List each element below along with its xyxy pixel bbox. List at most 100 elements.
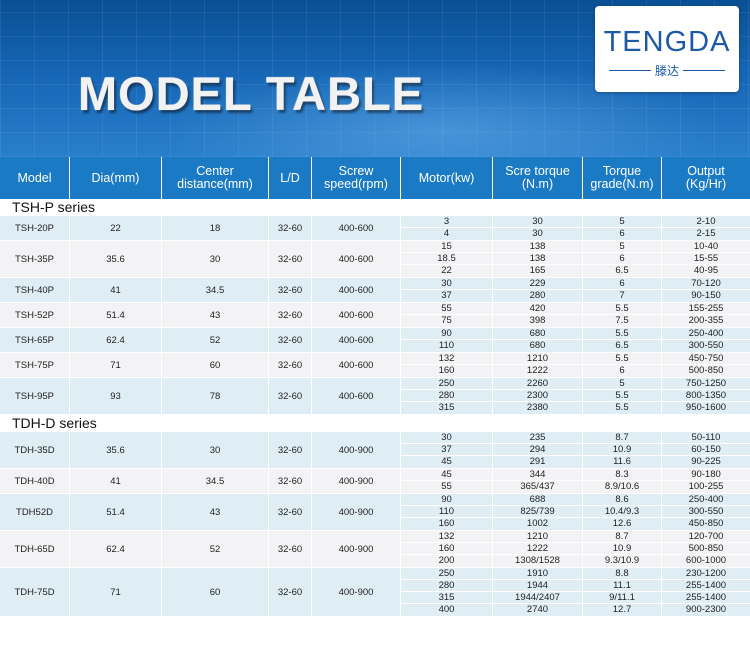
cell-output: 230-1200 bbox=[662, 568, 750, 580]
cell-motor-group: 30 37 bbox=[401, 278, 493, 302]
cell-torque: 365/437 bbox=[520, 481, 555, 492]
cell-output: 155-255 bbox=[662, 303, 750, 315]
column-header-line: (Kg/Hr) bbox=[685, 177, 727, 191]
cell-output: 120-700 bbox=[662, 531, 750, 543]
cell-torque: 344 bbox=[493, 469, 582, 481]
cell-grade: 6.5 bbox=[615, 340, 629, 351]
cell-center: 30 bbox=[162, 432, 269, 468]
cell-output-group: 120-700 500-850 600-1000 bbox=[662, 531, 750, 567]
cell-dia: 62.4 bbox=[70, 328, 162, 352]
cell-output: 50-110 bbox=[662, 432, 750, 444]
cell-grade: 6 bbox=[619, 228, 625, 239]
cell-model: TSH-35P bbox=[0, 241, 70, 277]
cell-grade: 8.3 bbox=[583, 469, 661, 481]
cell-output-group: 2-10 2-15 bbox=[662, 216, 750, 240]
cell-motor-group: 250 280 315 400 bbox=[401, 568, 493, 616]
cell-center: 60 bbox=[162, 568, 269, 616]
cell-torque: 680 bbox=[529, 340, 546, 351]
cell-ld: 32-60 bbox=[269, 303, 312, 327]
column-header-line: grade(N.m) bbox=[590, 177, 654, 191]
cell-grade: 6.5 bbox=[615, 265, 629, 276]
cell-model: TDH-35D bbox=[0, 432, 70, 468]
cell-output: 2-15 bbox=[696, 228, 716, 239]
cell-motor: 45 bbox=[401, 469, 492, 481]
table-row: TSH-35P 35.6 30 32-60 400-600 15 18.5 22 138 138 1… bbox=[0, 241, 750, 278]
cell-torque: 1222 bbox=[526, 365, 549, 376]
cell-output: 90-180 bbox=[662, 469, 750, 481]
cell-output-group: 250-400 300-550 bbox=[662, 328, 750, 352]
cell-torque: 30 bbox=[493, 216, 582, 228]
table-row: TSH-52P 51.4 43 32-60 400-600 55 75 420 398 5.5 7.… bbox=[0, 303, 750, 328]
cell-motor: 110 bbox=[401, 506, 492, 518]
cell-motor: 280 bbox=[401, 580, 492, 592]
cell-center: 52 bbox=[162, 531, 269, 567]
cell-center: 34.5 bbox=[162, 278, 269, 302]
cell-torque-group: 1910 1944 1944/2407 2740 bbox=[493, 568, 583, 616]
cell-motor: 250 bbox=[401, 568, 492, 580]
cell-output: 100-255 bbox=[688, 481, 724, 492]
cell-model: TSH-52P bbox=[0, 303, 70, 327]
cell-dia: 71 bbox=[70, 353, 162, 377]
cell-motor: 55 bbox=[441, 481, 452, 492]
cell-model: TSH-40P bbox=[0, 278, 70, 302]
series-title: TSH-P series bbox=[0, 199, 750, 216]
series-title: TDH-D series bbox=[0, 415, 750, 432]
cell-grade: 6 bbox=[619, 365, 625, 376]
cell-output: 90-225 bbox=[691, 456, 721, 467]
logo-name: TENGDA bbox=[603, 26, 731, 58]
cell-grade: 5 bbox=[583, 216, 661, 228]
cell-output: 40-95 bbox=[693, 265, 719, 276]
cell-speed: 400-900 bbox=[312, 494, 401, 530]
cell-speed: 400-900 bbox=[312, 469, 401, 493]
cell-speed: 400-900 bbox=[312, 432, 401, 468]
cell-dia: 35.6 bbox=[70, 432, 162, 468]
cell-output: 60-150 bbox=[662, 444, 750, 456]
cell-output-group: 50-110 60-150 90-225 bbox=[662, 432, 750, 468]
cell-torque-group: 30 30 bbox=[493, 216, 583, 240]
cell-ld: 32-60 bbox=[269, 378, 312, 414]
cell-motor: 45 bbox=[441, 456, 452, 467]
cell-grade: 5.5 bbox=[583, 353, 661, 365]
column-header-line: (N.m) bbox=[521, 177, 554, 191]
cell-output: 900-2300 bbox=[685, 604, 727, 615]
cell-output: 500-850 bbox=[662, 543, 750, 555]
column-header-text: Model bbox=[17, 171, 51, 185]
cell-torque: 138 bbox=[493, 241, 582, 253]
cell-ld: 32-60 bbox=[269, 328, 312, 352]
column-header-text: Motor(kw) bbox=[419, 171, 475, 185]
cell-torque: 2380 bbox=[526, 402, 549, 413]
cell-grade: 10.4/9.3 bbox=[583, 506, 661, 518]
cell-dia: 51.4 bbox=[70, 303, 162, 327]
cell-motor: 315 bbox=[438, 402, 455, 413]
cell-speed: 400-600 bbox=[312, 303, 401, 327]
cell-motor-group: 55 75 bbox=[401, 303, 493, 327]
column-header: Scre torque (N.m) bbox=[493, 157, 583, 199]
cell-torque-group: 1210 1222 bbox=[493, 353, 583, 377]
column-header-text: Torque grade(N.m) bbox=[590, 165, 653, 191]
column-header: Motor(kw) bbox=[401, 157, 493, 199]
cell-dia: 51.4 bbox=[70, 494, 162, 530]
cell-grade: 9/11.1 bbox=[583, 592, 661, 604]
table-row: TDH-65D 62.4 52 32-60 400-900 132 160 200 1210 12… bbox=[0, 531, 750, 568]
table-row: TDH52D 51.4 43 32-60 400-900 90 110 160 688 825/7… bbox=[0, 494, 750, 531]
cell-grade: 6 bbox=[583, 278, 661, 290]
cell-dia: 71 bbox=[70, 568, 162, 616]
cell-output-group: 155-255 200-355 bbox=[662, 303, 750, 327]
cell-motor-group: 132 160 200 bbox=[401, 531, 493, 567]
column-header-line: Torque bbox=[602, 164, 642, 178]
cell-motor: 4 bbox=[443, 228, 450, 239]
cell-motor: 250 bbox=[401, 378, 492, 390]
cell-grade: 5.5 bbox=[583, 328, 661, 340]
cell-dia: 35.6 bbox=[70, 241, 162, 277]
column-header: Dia(mm) bbox=[70, 157, 162, 199]
cell-center: 52 bbox=[162, 328, 269, 352]
cell-output-group: 250-400 300-550 450-850 bbox=[662, 494, 750, 530]
cell-grade: 8.8 bbox=[583, 568, 661, 580]
column-header-text: Center distance(mm) bbox=[177, 165, 253, 191]
cell-torque: 1210 bbox=[493, 353, 582, 365]
cell-torque: 138 bbox=[493, 253, 582, 265]
cell-output: 300-550 bbox=[688, 340, 724, 351]
cell-grade-group: 5 6 6.5 bbox=[583, 241, 662, 277]
cell-output-group: 750-1250 800-1350 950-1600 bbox=[662, 378, 750, 414]
